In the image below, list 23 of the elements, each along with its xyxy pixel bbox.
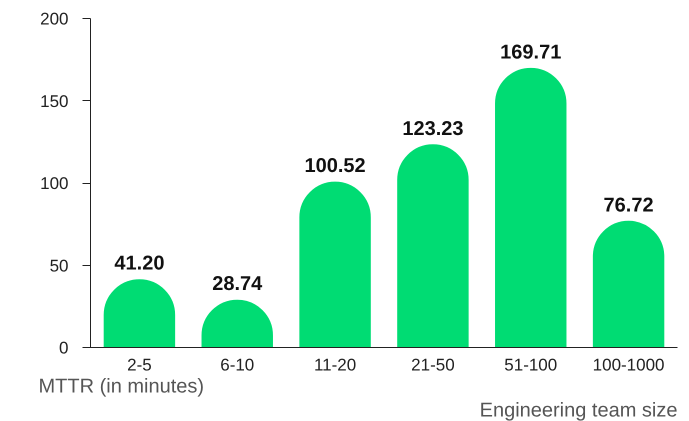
y-axis-title: MTTR (in minutes) [38, 376, 204, 398]
data-label: 123.23 [402, 118, 464, 140]
bar [299, 182, 371, 348]
bar [495, 68, 566, 348]
y-tick-label: 100 [40, 174, 69, 193]
x-tick-label: 6-10 [220, 356, 254, 374]
x-tick-label: 21-50 [411, 356, 455, 374]
data-label: 28.74 [212, 273, 264, 296]
y-tick-label: 0 [59, 338, 69, 358]
bar [397, 144, 469, 348]
data-label: 76.72 [604, 194, 654, 216]
data-label: 100.52 [304, 155, 366, 178]
x-tick-label: 2-5 [127, 356, 152, 374]
y-tick-label: 200 [40, 10, 69, 28]
x-tick-label: 100-1000 [592, 356, 665, 374]
data-label: 41.20 [114, 252, 164, 275]
x-axis-title: Engineering team size [480, 400, 678, 421]
x-tick-label: 51-100 [504, 356, 558, 374]
data-label: 169.71 [500, 41, 562, 64]
y-tick-label: 50 [50, 256, 69, 276]
y-tick-label: 150 [40, 92, 69, 111]
x-tick-label: 11-20 [314, 356, 356, 374]
bar [592, 220, 664, 348]
